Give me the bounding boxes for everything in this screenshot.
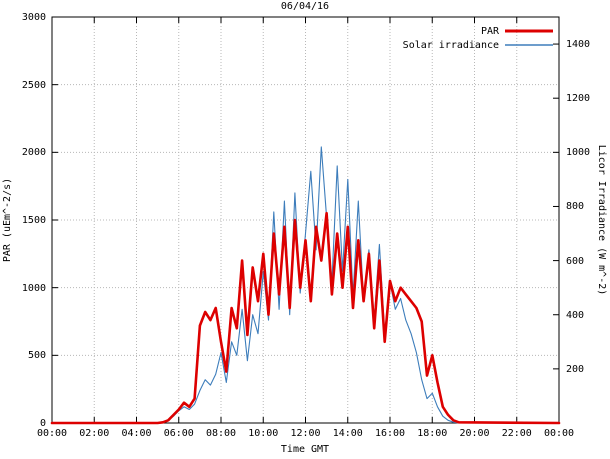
x-tick-label: 04:00 <box>121 428 152 439</box>
y-tick-label-left: 500 <box>27 350 46 362</box>
y-tick-label-left: 1500 <box>21 215 46 226</box>
x-tick-label: 08:00 <box>205 428 237 439</box>
legend-label-solar-irradiance: Solar irradiance <box>402 40 499 51</box>
x-axis-label: Time GMT <box>280 444 330 455</box>
x-tick-label: 10:00 <box>248 428 279 439</box>
legend-label-par: PAR <box>480 26 499 37</box>
y-tick-label-left: 2000 <box>21 147 46 159</box>
x-tick-label: 22:00 <box>501 428 532 439</box>
x-tick-label: 02:00 <box>79 428 110 439</box>
y-axis-label-right: Licor Irradiance (W m^-2) <box>596 144 607 296</box>
y-tick-label-left: 0 <box>39 418 46 429</box>
y-tick-label-right: 200 <box>566 363 585 375</box>
y-tick-label-left: 1000 <box>21 282 46 294</box>
y-tick-label-right: 400 <box>566 309 585 321</box>
chart-title: 06/04/16 <box>280 1 330 12</box>
x-tick-label: 16:00 <box>374 428 406 439</box>
y-tick-label-right: 600 <box>566 255 585 267</box>
y-tick-label-right: 1200 <box>566 93 591 105</box>
y-tick-label-right: 1400 <box>566 39 591 51</box>
x-tick-label: 14:00 <box>332 428 363 439</box>
legend <box>505 29 553 46</box>
x-tick-label: 20:00 <box>459 428 490 439</box>
y-tick-label-right: 800 <box>566 201 585 213</box>
x-tick-label: 00:00 <box>36 428 68 439</box>
x-tick-label: 18:00 <box>417 428 448 439</box>
y-tick-label-left: 3000 <box>21 12 46 23</box>
x-tick-label: 00:00 <box>543 428 575 439</box>
x-tick-label: 12:00 <box>290 428 321 439</box>
y-tick-label-left: 2500 <box>21 79 46 91</box>
y-tick-label-right: 1000 <box>566 147 591 159</box>
x-tick-label: 06:00 <box>163 428 194 439</box>
